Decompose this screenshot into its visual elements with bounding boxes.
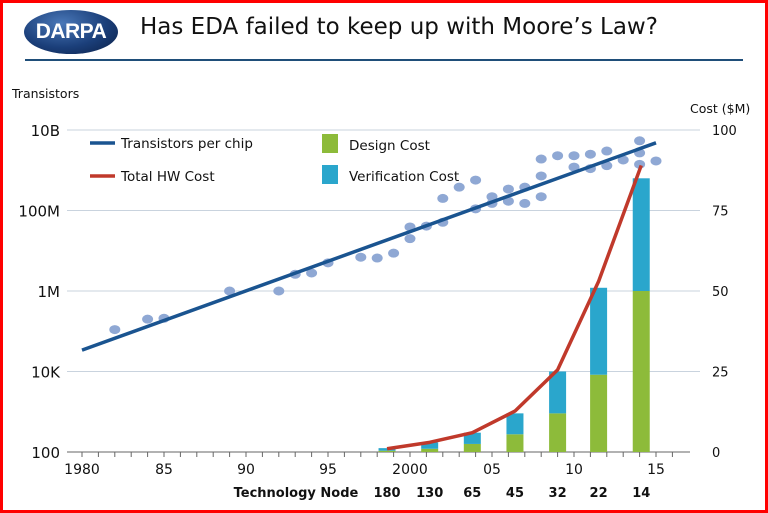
- design-cost-bar: [378, 450, 396, 452]
- verification-cost-bar: [506, 413, 524, 435]
- node-label: 22: [590, 486, 608, 501]
- transistor-data-point: [371, 253, 383, 263]
- left-tick-label: 100: [31, 444, 60, 462]
- legend-design-label: Design Cost: [349, 138, 430, 154]
- legend-verification-swatch: [322, 165, 338, 184]
- x-tick-label: 05: [483, 462, 501, 478]
- node-label: 14: [632, 486, 650, 501]
- verification-cost-bar: [632, 178, 650, 291]
- logo-text: DARPA: [35, 20, 107, 43]
- verification-cost-bar: [378, 448, 396, 451]
- transistor-data-point: [535, 192, 547, 202]
- transistor-data-point: [224, 286, 236, 296]
- right-tick-label: 50: [712, 285, 729, 300]
- left-tick-label: 10K: [31, 364, 61, 382]
- transistor-data-point: [552, 151, 564, 161]
- design-cost-bar: [421, 448, 439, 452]
- title-divider: [25, 59, 743, 61]
- transistor-data-point: [355, 252, 367, 262]
- slide-title: Has EDA failed to keep up with Moore’s L…: [140, 14, 658, 40]
- right-axis-label: Cost ($M): [690, 101, 750, 116]
- right-tick-label: 0: [712, 446, 720, 461]
- transistor-data-point: [306, 268, 318, 278]
- left-axis-label: Transistors: [11, 86, 79, 101]
- transistor-data-point: [650, 156, 662, 166]
- x-axis-label: Technology Node: [234, 486, 359, 501]
- transistor-data-point: [388, 248, 400, 258]
- transistor-data-point: [535, 154, 547, 164]
- verification-cost-bar: [549, 371, 567, 414]
- x-tick-label: 10: [565, 462, 583, 478]
- transistor-data-point: [535, 171, 547, 181]
- transistor-data-point: [584, 149, 596, 159]
- verification-cost-bar: [590, 287, 608, 375]
- transistor-data-point: [568, 162, 580, 172]
- node-label: 45: [506, 486, 524, 501]
- design-cost-bar: [632, 291, 650, 452]
- transistor-data-point: [470, 175, 482, 185]
- transistor-data-point: [437, 193, 449, 203]
- left-tick-label: 100M: [18, 203, 60, 221]
- x-tick-label: 15: [647, 462, 665, 478]
- legend-verification-label: Verification Cost: [349, 169, 459, 185]
- x-tick-label: 2000: [392, 462, 428, 478]
- node-label: 65: [463, 486, 481, 501]
- transistor-data-point: [486, 192, 498, 202]
- verification-cost-bar: [421, 442, 439, 449]
- legend-transistors-label: Transistors per chip: [120, 136, 253, 152]
- transistor-data-point: [568, 151, 580, 161]
- transistor-data-point: [519, 198, 531, 208]
- transistor-data-point: [273, 286, 285, 296]
- transistors-per-chip-line: [81, 141, 657, 352]
- node-label: 180: [373, 486, 400, 501]
- node-label: 32: [549, 486, 567, 501]
- node-label: 130: [416, 486, 443, 501]
- transistor-data-point: [404, 234, 416, 244]
- legend-hw-cost-label: Total HW Cost: [120, 169, 215, 185]
- verification-cost-bar: [463, 432, 481, 444]
- design-cost-bar: [506, 434, 524, 452]
- x-tick-label: 95: [319, 462, 337, 478]
- right-tick-label: 75: [712, 205, 729, 220]
- transistor-data-point: [453, 182, 465, 192]
- transistor-data-point: [502, 184, 514, 194]
- legend-design-swatch: [322, 134, 338, 153]
- right-tick-label: 100: [712, 124, 737, 139]
- design-cost-bar: [549, 413, 567, 452]
- transistor-data-point: [109, 325, 121, 335]
- total-hw-cost-line: [386, 164, 643, 451]
- x-tick-label: 90: [237, 462, 255, 478]
- left-tick-label: 1M: [38, 283, 61, 301]
- x-tick-label: 85: [155, 462, 173, 478]
- design-cost-bar: [463, 443, 481, 452]
- x-tick-label: 1980: [64, 462, 100, 478]
- darpa-logo: DARPA: [24, 10, 118, 54]
- transistor-data-point: [142, 314, 154, 324]
- left-tick-label: 10B: [31, 122, 60, 140]
- right-tick-label: 25: [712, 366, 729, 381]
- transistor-data-point: [634, 136, 646, 146]
- transistor-data-point: [601, 146, 613, 156]
- design-cost-bar: [590, 374, 608, 452]
- transistor-data-point: [617, 155, 629, 165]
